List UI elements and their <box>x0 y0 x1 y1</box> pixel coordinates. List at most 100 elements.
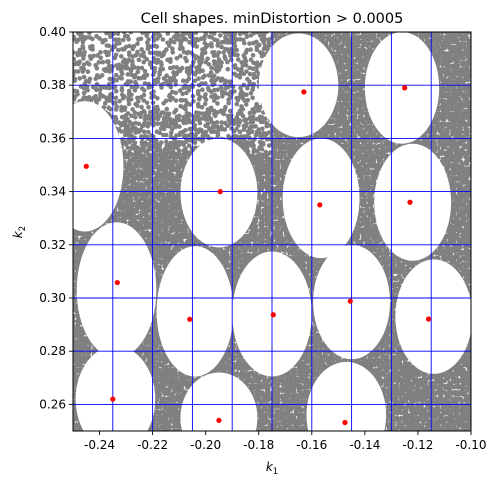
cloud-point <box>464 161 470 166</box>
cloud-point <box>461 138 467 144</box>
cloud-point <box>355 43 361 48</box>
cloud-point <box>234 37 239 42</box>
cloud-point <box>251 110 257 115</box>
cloud-point <box>391 34 396 40</box>
cloud-point <box>259 147 265 152</box>
cloud-point <box>244 34 250 40</box>
cloud-point <box>467 32 471 35</box>
cloud-point <box>97 87 103 93</box>
cloud-point <box>146 129 151 135</box>
cloud-point <box>68 104 73 109</box>
cloud-point <box>84 132 89 138</box>
cloud-point <box>301 98 307 103</box>
cloud-point <box>80 129 86 134</box>
cloud-point <box>337 97 343 102</box>
cloud-point <box>219 27 224 32</box>
cloud-point <box>68 152 73 157</box>
cloud-point <box>378 132 383 138</box>
cloud-point <box>80 69 85 74</box>
cloud-point <box>154 44 160 49</box>
cloud-point <box>448 58 454 64</box>
cloud-point <box>122 107 127 112</box>
cloud-point <box>209 65 214 70</box>
cloud-point <box>192 140 198 145</box>
cloud-point <box>282 87 288 93</box>
cloud-point <box>378 167 384 172</box>
cloud-point <box>90 173 95 179</box>
cloud-point <box>174 56 180 61</box>
cloud-point <box>146 27 151 32</box>
cloud-point <box>97 74 102 80</box>
cloud-point <box>381 65 386 71</box>
cloud-point <box>221 50 226 55</box>
cloud-point <box>177 124 182 129</box>
cloud-point <box>211 81 217 87</box>
cloud-point <box>102 101 108 106</box>
cloud-point <box>423 32 428 36</box>
cloud-point <box>295 36 301 42</box>
cloud-point <box>386 27 391 32</box>
cloud-point <box>80 45 86 51</box>
cloud-point <box>120 37 126 43</box>
cloud-point <box>372 113 377 119</box>
cloud-point <box>81 74 87 80</box>
cloud-point <box>110 27 115 32</box>
cloud-point <box>74 161 80 166</box>
cloud-point <box>263 132 269 137</box>
cloud-point <box>253 132 259 138</box>
cloud-point <box>378 158 384 164</box>
cloud-point <box>435 116 441 122</box>
cloud-point <box>128 68 134 73</box>
cloud-point <box>209 44 214 49</box>
cloud-point <box>213 113 218 119</box>
cloud-point <box>395 27 400 32</box>
cloud-point <box>194 44 199 49</box>
cloud-point <box>439 151 445 157</box>
cloud-point <box>103 180 109 186</box>
cloud-point <box>94 66 100 71</box>
cloud-point <box>420 27 425 32</box>
cloud-point <box>141 32 146 35</box>
cloud-point <box>192 72 198 77</box>
cloud-point <box>176 117 182 123</box>
cloud-point <box>77 76 83 81</box>
cloud-point <box>317 34 323 39</box>
cloud-point <box>285 74 291 80</box>
cloud-point <box>81 56 86 61</box>
cloud-point <box>260 155 266 161</box>
cloud-point <box>469 151 471 157</box>
cloud-point <box>234 101 240 107</box>
cloud-point <box>302 27 307 32</box>
cloud-point <box>359 34 365 40</box>
cloud-point <box>84 119 90 125</box>
cloud-point <box>435 155 441 160</box>
cloud-point <box>247 41 252 46</box>
cloud-point <box>183 37 189 42</box>
cloud-point <box>161 52 166 58</box>
cloud-point <box>90 36 95 42</box>
cloud-point <box>271 32 274 33</box>
cloud-point <box>461 78 467 84</box>
cloud-point <box>368 120 374 125</box>
cloud-point <box>168 59 173 64</box>
cloud-point <box>136 57 142 63</box>
cloud-point <box>157 72 162 77</box>
cloud-point <box>250 129 255 134</box>
cloud-point <box>407 110 412 115</box>
cloud-point <box>139 104 144 110</box>
cloud-point <box>94 27 99 32</box>
cloud-point <box>291 62 297 67</box>
cloud-point <box>260 135 265 141</box>
cloud-point <box>202 46 208 51</box>
cloud-point <box>84 152 90 158</box>
cloud-point <box>168 130 174 135</box>
cloud-point <box>426 27 431 32</box>
cloud-point <box>68 46 73 51</box>
cloud-point <box>144 33 149 39</box>
cloud-point <box>133 53 139 58</box>
cloud-point <box>245 97 251 103</box>
cloud-point <box>200 68 205 73</box>
cloud-point <box>166 27 171 32</box>
cloud-point <box>250 95 255 101</box>
cloud-point <box>119 87 125 93</box>
